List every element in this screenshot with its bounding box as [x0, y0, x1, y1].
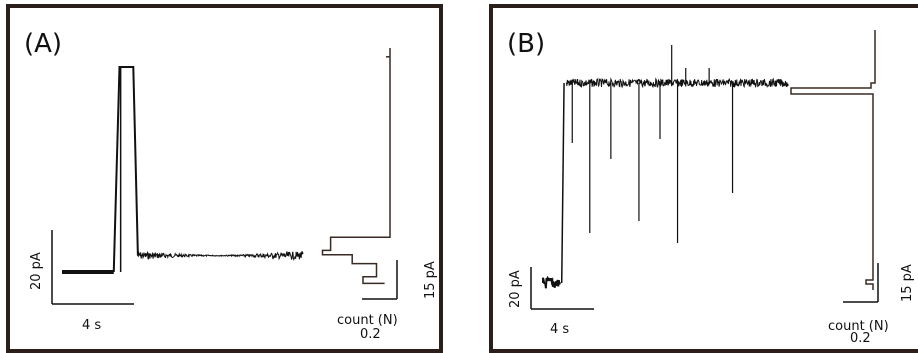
panel-a: (A) 20 pA 4 s 15 pA count (N) 0.2: [6, 4, 443, 353]
panel-label: (A): [24, 29, 62, 59]
hist-x-scale-label: count (N): [828, 319, 889, 334]
hist-y-scale-label: 15 pA: [900, 264, 915, 302]
rise-edge: [560, 82, 565, 284]
hist-x-scale-value: 0.2: [850, 331, 871, 346]
x-scale-label: 4 s: [550, 322, 569, 337]
histogram-outline: [321, 48, 391, 285]
current-histogram: [790, 30, 876, 290]
open-current-segment: [565, 77, 789, 89]
baseline-segment: [542, 275, 561, 289]
hist-y-scale-label: 15 pA: [423, 261, 438, 299]
panel-b: (B) 20 pA 4 s 15 pA count (N) 0.2: [489, 4, 918, 353]
y-scale-label: 20 pA: [508, 270, 523, 308]
current-trace: [62, 66, 304, 274]
panel-a-plot: (A) 20 pA 4 s 15 pA count (N) 0.2: [24, 29, 438, 342]
current-histogram: [321, 48, 391, 285]
noisy-current-segment: [137, 250, 304, 261]
panel-label: (B): [507, 29, 545, 59]
hist-x-scale-value: 0.2: [360, 327, 381, 342]
histogram-outline: [790, 30, 876, 290]
hist-x-scale-label: count (N): [337, 313, 398, 328]
x-scale-label: 4 s: [82, 318, 101, 333]
y-scale-label: 20 pA: [29, 252, 44, 290]
current-trace: [542, 45, 789, 289]
panel-b-plot: (B) 20 pA 4 s 15 pA count (N) 0.2: [507, 29, 915, 346]
spike-segment: [112, 66, 139, 273]
